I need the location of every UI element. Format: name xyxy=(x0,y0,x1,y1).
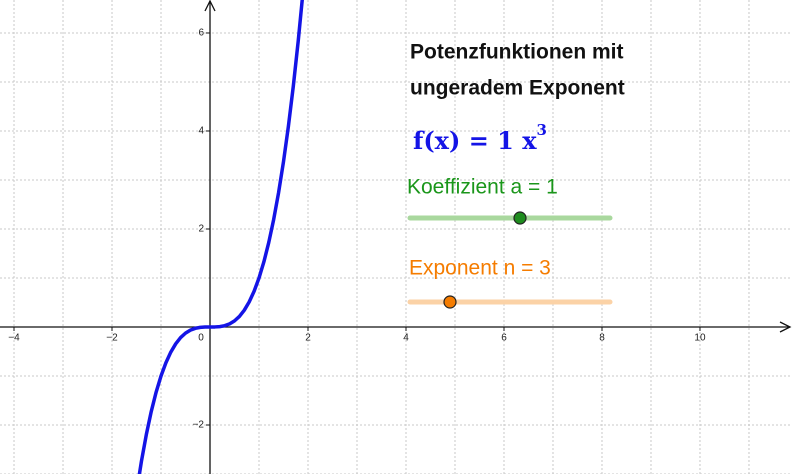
y-tick-label: 6 xyxy=(198,28,204,39)
function-graph xyxy=(137,0,304,474)
x-tick-label: 2 xyxy=(305,333,311,344)
slider-label: Koeffizient a = 1 xyxy=(407,176,558,199)
y-tick-label: 2 xyxy=(198,224,204,235)
formula: f(x) = 1 x3 xyxy=(413,121,547,155)
x-tick-label: 8 xyxy=(599,333,605,344)
formula-exponent: 3 xyxy=(537,121,547,139)
slider-label: Exponent n = 3 xyxy=(409,257,551,280)
x-axis-arrow xyxy=(779,321,792,333)
x-tick-label: 6 xyxy=(501,333,507,344)
title: Potenzfunktionen mit xyxy=(410,41,624,64)
x-tick-label: 4 xyxy=(403,333,409,344)
y-tick-label: −2 xyxy=(193,420,205,431)
x-tick-label: −2 xyxy=(106,333,118,344)
y-axis-arrow xyxy=(204,0,216,12)
x-tick-label: 10 xyxy=(694,333,706,344)
x-tick-label: 0 xyxy=(198,333,204,344)
title: ungeradem Exponent xyxy=(410,77,625,100)
slider-knob[interactable] xyxy=(513,211,527,225)
slider-knob[interactable] xyxy=(443,295,457,309)
y-tick-label: 4 xyxy=(198,126,204,137)
x-tick-label: −4 xyxy=(8,333,20,344)
formula-main: f(x) = 1 x xyxy=(413,126,537,155)
